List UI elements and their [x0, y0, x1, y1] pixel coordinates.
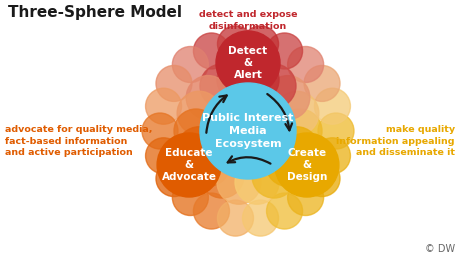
Circle shape	[287, 47, 323, 83]
Circle shape	[200, 83, 295, 179]
Circle shape	[157, 133, 221, 197]
Circle shape	[274, 133, 338, 197]
Text: make quality
information appealing
and disseminate it: make quality information appealing and d…	[336, 125, 454, 157]
Circle shape	[186, 76, 230, 120]
Circle shape	[235, 160, 279, 204]
Text: Educate
&
Advocate: Educate & Advocate	[161, 148, 216, 182]
FancyArrowPatch shape	[267, 94, 291, 130]
Circle shape	[314, 88, 350, 124]
FancyArrowPatch shape	[227, 156, 270, 164]
Circle shape	[186, 142, 230, 186]
Circle shape	[217, 58, 260, 102]
Circle shape	[177, 91, 221, 135]
FancyArrowPatch shape	[206, 96, 226, 133]
Circle shape	[277, 109, 321, 153]
Circle shape	[156, 66, 191, 102]
Circle shape	[265, 76, 309, 120]
Circle shape	[274, 127, 318, 171]
Circle shape	[266, 193, 302, 229]
Circle shape	[217, 160, 260, 204]
Circle shape	[217, 26, 253, 62]
Circle shape	[265, 142, 309, 186]
Circle shape	[145, 88, 181, 124]
Circle shape	[193, 33, 229, 69]
Circle shape	[174, 109, 218, 153]
Circle shape	[200, 154, 243, 198]
Circle shape	[216, 31, 280, 95]
Text: advocate for quality media,
fact-based information
and active participation: advocate for quality media, fact-based i…	[5, 125, 152, 157]
Circle shape	[172, 47, 208, 83]
Circle shape	[303, 66, 339, 102]
Circle shape	[172, 179, 208, 215]
Circle shape	[177, 127, 221, 171]
Text: detect and expose
disinformation: detect and expose disinformation	[198, 10, 297, 31]
Circle shape	[252, 64, 295, 108]
Circle shape	[266, 33, 302, 69]
Text: Create
&
Design: Create & Design	[286, 148, 326, 182]
Circle shape	[274, 91, 318, 135]
Circle shape	[193, 193, 229, 229]
Circle shape	[252, 154, 295, 198]
Text: Three-Sphere Model: Three-Sphere Model	[8, 5, 182, 20]
Text: © DW: © DW	[424, 244, 454, 254]
Text: Public Interest
Media
Ecosystem: Public Interest Media Ecosystem	[202, 113, 293, 149]
Text: Detect
&
Alert: Detect & Alert	[228, 46, 267, 80]
Circle shape	[317, 113, 353, 149]
Circle shape	[200, 64, 243, 108]
Circle shape	[217, 200, 253, 236]
Circle shape	[156, 161, 191, 197]
Circle shape	[287, 179, 323, 215]
Circle shape	[242, 26, 278, 62]
Circle shape	[145, 138, 181, 174]
Circle shape	[235, 58, 279, 102]
Circle shape	[303, 161, 339, 197]
Circle shape	[242, 200, 278, 236]
Circle shape	[314, 138, 350, 174]
Circle shape	[142, 113, 178, 149]
